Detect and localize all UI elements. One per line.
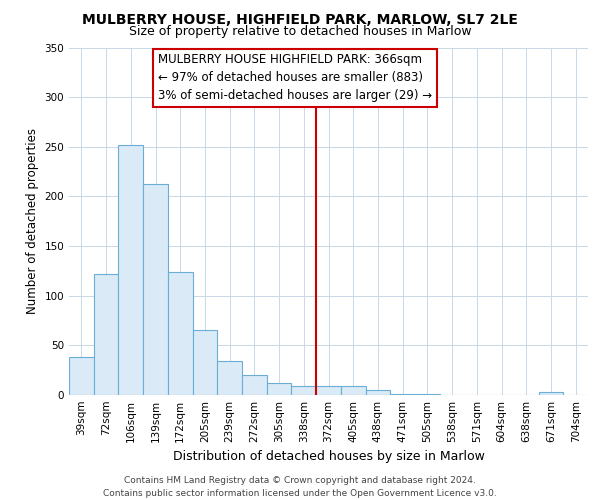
X-axis label: Distribution of detached houses by size in Marlow: Distribution of detached houses by size … bbox=[173, 450, 484, 464]
Bar bbox=[242, 375, 267, 395]
Bar bbox=[118, 145, 143, 395]
Bar bbox=[143, 184, 168, 395]
Bar bbox=[539, 392, 563, 395]
Bar bbox=[292, 386, 316, 395]
Y-axis label: Number of detached properties: Number of detached properties bbox=[26, 128, 39, 314]
Bar bbox=[341, 386, 365, 395]
Bar bbox=[193, 330, 217, 395]
Bar bbox=[168, 272, 193, 395]
Bar bbox=[365, 390, 390, 395]
Bar bbox=[94, 274, 118, 395]
Text: MULBERRY HOUSE HIGHFIELD PARK: 366sqm
← 97% of detached houses are smaller (883): MULBERRY HOUSE HIGHFIELD PARK: 366sqm ← … bbox=[158, 54, 432, 102]
Bar bbox=[316, 386, 341, 395]
Bar bbox=[415, 394, 440, 395]
Bar bbox=[390, 394, 415, 395]
Bar bbox=[69, 358, 94, 395]
Text: MULBERRY HOUSE, HIGHFIELD PARK, MARLOW, SL7 2LE: MULBERRY HOUSE, HIGHFIELD PARK, MARLOW, … bbox=[82, 12, 518, 26]
Text: Contains HM Land Registry data © Crown copyright and database right 2024.
Contai: Contains HM Land Registry data © Crown c… bbox=[103, 476, 497, 498]
Text: Size of property relative to detached houses in Marlow: Size of property relative to detached ho… bbox=[128, 25, 472, 38]
Bar bbox=[267, 383, 292, 395]
Bar bbox=[217, 361, 242, 395]
